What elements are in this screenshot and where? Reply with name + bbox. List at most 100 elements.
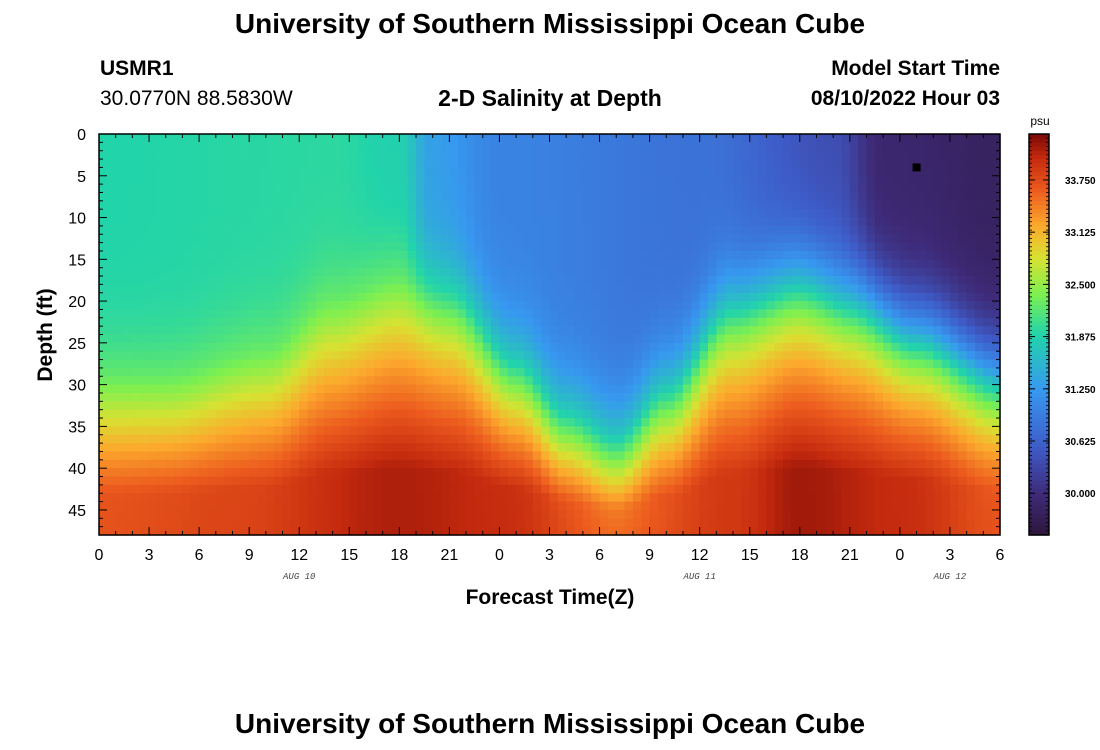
heatmap-cell — [958, 334, 968, 344]
heatmap-cell — [265, 259, 275, 269]
heatmap-cell — [115, 409, 125, 419]
heatmap-cell — [199, 459, 209, 469]
heatmap-cell — [899, 301, 909, 311]
heatmap-cell — [966, 426, 976, 436]
heatmap-cell — [124, 301, 133, 311]
heatmap-cell — [424, 351, 434, 361]
heatmap-cell — [140, 301, 150, 311]
heatmap-cell — [140, 209, 150, 219]
heatmap-cell — [315, 459, 325, 469]
heatmap-cell — [933, 184, 943, 194]
heatmap-cell — [249, 259, 259, 269]
heatmap-cell — [908, 167, 918, 177]
heatmap-cell — [407, 451, 417, 461]
heatmap-cell — [140, 501, 150, 511]
heatmap-cell — [449, 242, 459, 252]
heatmap-cell — [124, 200, 133, 210]
heatmap-cell — [399, 326, 409, 336]
heatmap-cell — [949, 351, 959, 361]
heatmap-cell — [874, 259, 884, 269]
heatmap-cell — [616, 376, 626, 386]
heatmap-cell — [933, 367, 943, 377]
heatmap-cell — [491, 209, 501, 219]
heatmap-cell — [382, 142, 392, 152]
heatmap-cell — [691, 142, 701, 152]
heatmap-cell — [908, 217, 918, 227]
heatmap-cell — [491, 242, 501, 252]
heatmap-cell — [841, 159, 851, 169]
heatmap-cell — [574, 401, 584, 411]
heatmap-cell — [290, 418, 300, 427]
heatmap-cell — [482, 334, 492, 344]
heatmap-cell — [499, 392, 509, 402]
heatmap-cell — [566, 250, 576, 260]
heatmap-cell — [883, 509, 893, 519]
heatmap-cell — [357, 426, 367, 436]
heatmap-cell — [808, 501, 818, 511]
heatmap-cell — [224, 518, 234, 528]
heatmap-cell — [582, 317, 592, 327]
heatmap-cell — [324, 134, 334, 143]
heatmap-cell — [607, 150, 617, 160]
heatmap-cell — [265, 376, 275, 386]
heatmap-cell — [224, 426, 234, 436]
heatmap-cell — [891, 476, 901, 486]
heatmap-cell — [758, 317, 767, 327]
heatmap-cell — [766, 167, 776, 177]
heatmap-cell — [240, 184, 250, 194]
heatmap-cell — [974, 426, 984, 436]
heatmap-cell — [232, 259, 242, 269]
heatmap-cell — [390, 259, 400, 269]
heatmap-cell — [382, 468, 392, 478]
heatmap-cell — [265, 384, 275, 394]
heatmap-cell — [674, 509, 684, 519]
heatmap-cell — [557, 418, 567, 427]
heatmap-cell — [549, 250, 559, 260]
heatmap-cell — [491, 234, 501, 244]
heatmap-cell — [632, 426, 642, 436]
heatmap-cell — [582, 409, 592, 419]
heatmap-cell — [858, 267, 868, 277]
heatmap-cell — [282, 493, 292, 503]
heatmap-cell — [107, 367, 117, 377]
heatmap-cell — [240, 476, 250, 486]
heatmap-cell — [374, 284, 384, 294]
heatmap-cell — [808, 142, 818, 152]
heatmap-cell — [390, 367, 400, 377]
heatmap-cell — [632, 326, 642, 336]
heatmap-cell — [641, 501, 651, 511]
heatmap-cell — [224, 242, 234, 252]
heatmap-cell — [190, 418, 200, 427]
heatmap-cell — [808, 184, 818, 194]
heatmap-cell — [699, 384, 709, 394]
heatmap-cell — [249, 468, 259, 478]
heatmap-cell — [774, 384, 784, 394]
heatmap-cell — [691, 501, 701, 511]
heatmap-cell — [632, 159, 642, 169]
heatmap-cell — [699, 217, 709, 227]
heatmap-cell — [516, 225, 526, 235]
heatmap-cell — [958, 292, 968, 302]
heatmap-cell — [290, 493, 300, 503]
heatmap-cell — [599, 150, 609, 160]
heatmap-cell — [441, 292, 450, 302]
heatmap-cell — [432, 493, 442, 503]
heatmap-cell — [507, 409, 517, 419]
heatmap-cell — [215, 200, 225, 210]
heatmap-cell — [324, 292, 334, 302]
heatmap-cell — [224, 175, 234, 185]
heatmap-cell — [274, 509, 284, 519]
heatmap-cell — [958, 217, 968, 227]
heatmap-cell — [282, 451, 292, 461]
heatmap-cell — [215, 392, 225, 402]
heatmap-cell — [749, 376, 759, 386]
heatmap-cell — [190, 142, 200, 152]
heatmap-cell — [766, 509, 776, 519]
heatmap-cell — [165, 242, 175, 252]
heatmap-cell — [974, 334, 984, 344]
heatmap-cell — [649, 284, 659, 294]
heatmap-cell — [524, 468, 534, 478]
heatmap-cell — [407, 418, 417, 427]
heatmap-cell — [324, 184, 334, 194]
plot-title: 2-D Salinity at Depth — [438, 85, 662, 111]
